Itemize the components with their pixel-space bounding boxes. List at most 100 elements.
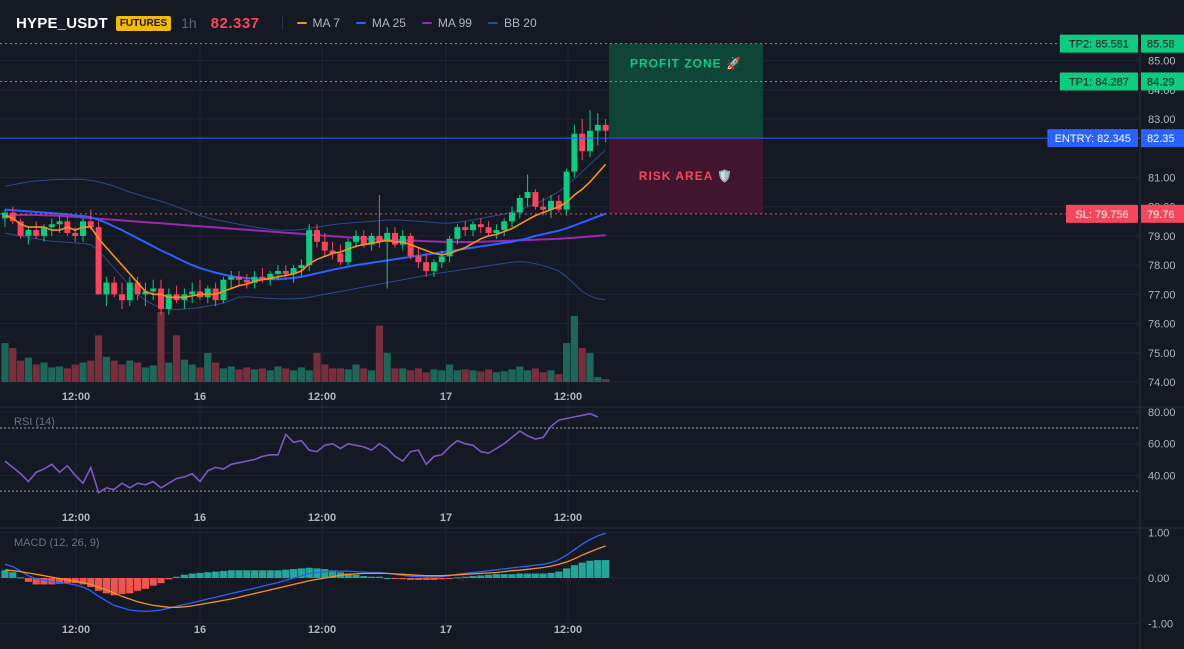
legend-ma7-label: MA 7 (312, 16, 340, 30)
volume-bar (24, 357, 32, 382)
tp1-tag-bg (1059, 72, 1138, 91)
candle (353, 230, 359, 248)
macd-histogram-bar (297, 568, 305, 578)
candle (509, 206, 515, 228)
macd-histogram-bar (134, 578, 142, 591)
legend-ma99[interactable]: MA 99 (421, 16, 472, 30)
macd-histogram-bar (383, 578, 391, 579)
tp1-axis-tag: 84.29 (1141, 72, 1184, 91)
volume-bar (586, 352, 594, 382)
candle-body (360, 235, 367, 245)
candle-body (2, 212, 8, 219)
candle (126, 276, 133, 307)
sl-axis-tag-text: 79.76 (1147, 209, 1175, 221)
candle (220, 276, 227, 304)
candle-body (142, 291, 149, 295)
volume-bar (180, 359, 188, 382)
candle (524, 174, 531, 207)
price-tick-label: 75.00 (1148, 348, 1176, 360)
legend-ma7[interactable]: MA 7 (296, 16, 340, 30)
macd-histogram-bar (321, 569, 329, 578)
candle-body (56, 221, 63, 225)
candle-body (532, 192, 539, 207)
tp2-axis-tag-text: 85.58 (1147, 39, 1175, 51)
tp1-tag: TP1: 84.287 (1059, 72, 1138, 91)
legend-ma25[interactable]: MA 25 (355, 16, 406, 30)
macd-histogram-bar (258, 570, 266, 578)
time-axis-2: 12:00 16 12:00 17 12:00 (62, 624, 582, 636)
macd-histogram-bar (329, 570, 337, 578)
tp2-tag-text: TP2: 85.581 (1069, 39, 1129, 51)
volume-bar (477, 371, 485, 382)
candle-series (2, 110, 609, 315)
candle-body (548, 200, 554, 210)
time-tick-label: 16 (194, 391, 206, 403)
candle-body (290, 268, 297, 274)
macd-histogram-bar (141, 578, 149, 589)
candle-body (376, 235, 383, 242)
header-divider (281, 16, 283, 30)
candle (462, 221, 469, 236)
macd-histogram-bar (87, 578, 95, 587)
candle-body (555, 200, 562, 210)
macd-line (4, 532, 606, 613)
volume-bar (446, 364, 454, 382)
macd-histogram-bar (469, 576, 477, 578)
tp2-tag-bg (1059, 34, 1138, 53)
macd-histogram-bar (243, 570, 251, 578)
volume-bar (126, 360, 134, 382)
macd-histogram-bar (594, 560, 602, 578)
candle (477, 218, 484, 233)
volume-bar (344, 369, 352, 382)
candle (345, 238, 352, 266)
candle (9, 206, 16, 225)
candle-body (282, 270, 289, 274)
macd-histogram-bar (235, 570, 243, 578)
volume-bar (461, 369, 469, 382)
macd-histogram-bar (477, 575, 485, 578)
volume-bar (313, 352, 321, 382)
volume-bar (531, 368, 539, 382)
candle (407, 232, 414, 260)
candle-body (80, 221, 86, 236)
candle-body (594, 124, 601, 131)
macd-histogram-bar (266, 570, 274, 578)
tp2-axis-tag: 85.58 (1141, 34, 1184, 53)
macd-histogram-bar (578, 562, 586, 578)
price-tick-label: 83.00 (1148, 114, 1176, 126)
symbol-name[interactable]: HYPE_USDT (16, 14, 108, 32)
candle-body (329, 250, 336, 254)
macd-tick-label: 1.00 (1148, 527, 1169, 539)
candle-body (314, 230, 320, 242)
candle (571, 124, 578, 178)
candle-body (493, 230, 500, 233)
sl-axis-tag-bg (1141, 204, 1184, 223)
rsi-tick-label: 40.00 (1148, 470, 1176, 482)
legend-bb20[interactable]: BB 20 (487, 16, 537, 30)
candle-body (33, 230, 40, 236)
volume-bar (235, 369, 243, 382)
candle (111, 276, 118, 298)
candle (337, 244, 344, 266)
macd-histogram-bar (602, 560, 610, 578)
macd-histogram-bar (251, 570, 259, 578)
volume-bar (602, 379, 610, 382)
volume-bar (414, 368, 422, 382)
candle (438, 250, 445, 269)
timeframe-label[interactable]: 1h (181, 15, 197, 31)
candle-body (579, 133, 586, 152)
macd-histogram-bar (570, 565, 578, 578)
candle (314, 224, 320, 248)
candle (384, 227, 391, 289)
volume-bar (321, 364, 329, 382)
candle-body (399, 235, 406, 245)
macd-histogram-bar (149, 578, 157, 586)
candle-body (220, 279, 227, 301)
candle (142, 282, 149, 307)
candle-body (431, 262, 437, 271)
macd-histogram-bar (492, 574, 500, 578)
volume-bar (430, 369, 438, 382)
volume-bar (149, 365, 157, 382)
entry-tag: ENTRY: 82.345 (1047, 129, 1138, 148)
